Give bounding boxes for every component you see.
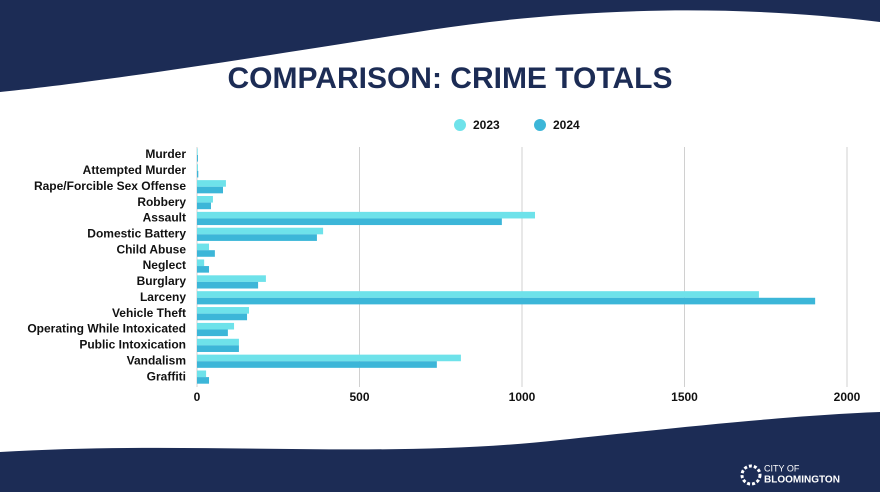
bar — [197, 148, 198, 155]
y-tick-label: Burglary — [137, 274, 187, 288]
logo-mark — [740, 464, 762, 486]
x-tick-label: 500 — [349, 390, 369, 404]
bar — [197, 281, 259, 289]
y-tick-label: Murder — [145, 147, 186, 161]
bar — [197, 211, 535, 219]
bar — [197, 218, 502, 226]
logo: CITY OF BLOOMINGTON — [740, 463, 840, 486]
bar — [197, 297, 816, 305]
bottom-wave — [0, 412, 880, 492]
y-tick-label: Neglect — [143, 258, 186, 272]
y-tick-label: Robbery — [137, 195, 186, 209]
y-tick-label: Public Intoxication — [79, 338, 186, 352]
bar — [197, 234, 317, 241]
bar — [197, 307, 249, 314]
bar — [197, 195, 213, 203]
bar — [197, 180, 226, 187]
bar — [197, 266, 210, 273]
top-wave — [0, 0, 880, 92]
bar — [197, 338, 239, 346]
y-tick-label: Rape/Forcible Sex Offense — [34, 179, 186, 193]
legend-swatch — [454, 119, 466, 131]
bar — [197, 313, 248, 321]
bar — [197, 243, 210, 251]
bar — [197, 170, 199, 178]
bar — [197, 370, 207, 378]
bar — [197, 377, 210, 384]
logo-line1: CITY OF — [764, 463, 800, 473]
y-tick-label: Child Abuse — [116, 242, 186, 256]
bar — [197, 322, 235, 330]
bar — [197, 259, 205, 267]
x-tick-label: 1000 — [509, 390, 536, 404]
y-tick-label: Graffiti — [147, 369, 186, 383]
y-tick-label: Attempted Murder — [83, 163, 187, 177]
y-tick-label: Vandalism — [127, 353, 186, 367]
y-tick-label: Domestic Battery — [87, 226, 186, 240]
bar — [197, 164, 198, 171]
bar — [197, 291, 759, 298]
bar — [197, 227, 324, 235]
legend-label: 2024 — [553, 118, 580, 132]
plot: 0 500 1000 1500 2000 2023 2024 Murder Attempted … — [27, 118, 860, 404]
bar — [197, 361, 437, 368]
bar — [197, 186, 223, 194]
x-tick-label: 0 — [194, 390, 201, 404]
bar — [197, 329, 228, 337]
x-tick-label: 1500 — [671, 390, 698, 404]
bar — [197, 275, 266, 282]
y-tick-label: Assault — [143, 211, 186, 225]
y-tick-label: Operating While Intoxicated — [27, 322, 186, 336]
bar — [197, 345, 239, 352]
y-tick-label: Larceny — [140, 290, 186, 304]
bar — [197, 354, 461, 362]
bar — [197, 155, 198, 162]
legend-label: 2023 — [473, 118, 500, 132]
bar — [197, 202, 211, 210]
chart-title: COMPARISON: CRIME TOTALS — [228, 62, 673, 95]
logo-line2: BLOOMINGTON — [764, 475, 840, 486]
x-tick-label: 2000 — [834, 390, 861, 404]
y-tick-label: Vehicle Theft — [112, 306, 186, 320]
legend-swatch — [534, 119, 546, 131]
bar — [197, 250, 215, 257]
